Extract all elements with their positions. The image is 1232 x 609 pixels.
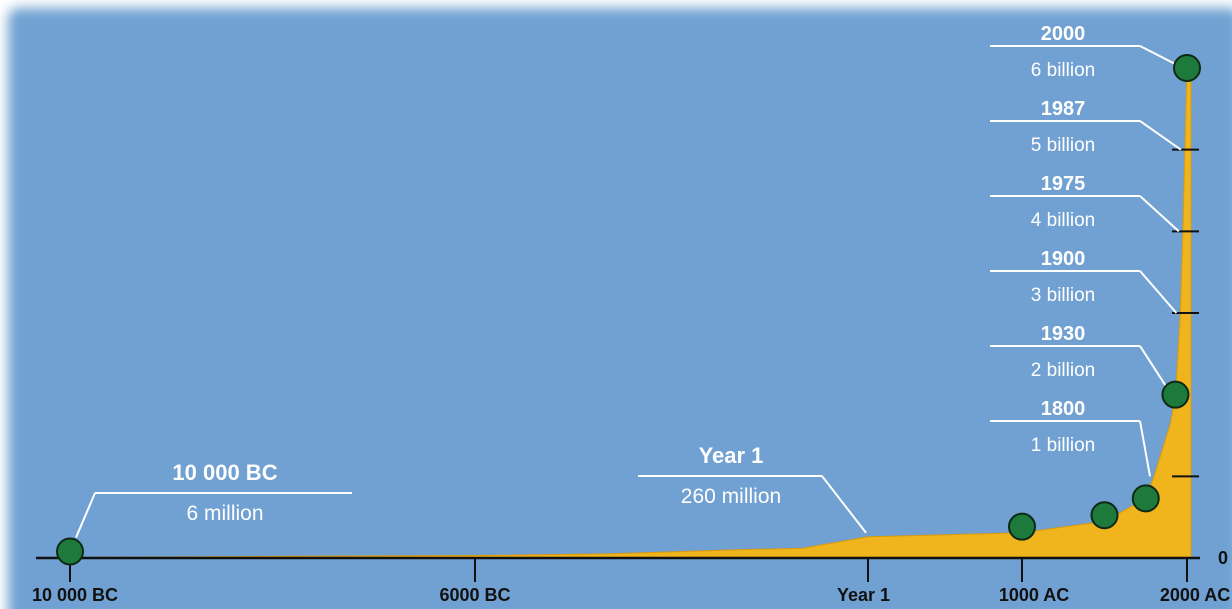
- annotation-leader: [1139, 120, 1182, 151]
- annotation-leader: [1139, 195, 1180, 233]
- data-point-marker: [1008, 512, 1036, 541]
- x-tick-label: 6000 BC: [439, 585, 510, 605]
- data-point-marker: [1090, 501, 1119, 530]
- annotation-leader: [821, 475, 867, 534]
- x-tick-label: Year 1: [837, 585, 890, 605]
- x-tick-label: 2000 AC: [1160, 585, 1230, 605]
- x-tick-label: 1000 AC: [999, 585, 1069, 605]
- chart-background: [8, 8, 1232, 609]
- annotation-title: 1987: [1041, 98, 1086, 120]
- annotation-title: 1800: [1041, 398, 1086, 420]
- data-point-marker: [1173, 54, 1201, 82]
- annotation: Year 1 260 million: [638, 443, 867, 534]
- annotation-leader: [1139, 420, 1151, 477]
- annotation-title: 1900: [1041, 248, 1086, 270]
- annotation-value: 6 billion: [1031, 60, 1095, 81]
- annotation: 1987 5 billion: [990, 98, 1182, 156]
- annotation-value: 6 million: [186, 502, 263, 525]
- x-tick-label: 10 000 BC: [32, 585, 118, 605]
- annotation: 1800 1 billion: [990, 398, 1151, 477]
- annotation-title: 1930: [1041, 323, 1086, 345]
- data-point-marker: [1131, 484, 1160, 513]
- data-point-marker: [56, 537, 84, 566]
- annotation-value: 5 billion: [1031, 135, 1095, 156]
- annotation: 1900 3 billion: [990, 248, 1178, 314]
- annotation-value: 4 billion: [1031, 210, 1095, 231]
- annotation: 10 000 BC 6 million: [75, 460, 352, 538]
- annotation-value: 2 billion: [1031, 360, 1095, 381]
- annotation-title: 2000: [1041, 23, 1086, 45]
- annotation-title: 1975: [1041, 173, 1086, 195]
- annotation-value: 260 million: [681, 485, 781, 508]
- annotation: 1930 2 billion: [990, 323, 1173, 396]
- annotation: 1975 4 billion: [990, 173, 1180, 233]
- y-zero-label: 0: [1218, 548, 1228, 568]
- annotation-title: Year 1: [699, 443, 764, 468]
- annotation-value: 3 billion: [1031, 285, 1095, 306]
- annotation-leader: [75, 492, 96, 538]
- annotation-leader: [1139, 270, 1178, 314]
- annotation-value: 1 billion: [1031, 435, 1095, 456]
- annotation: 2000 6 billion: [990, 23, 1184, 81]
- annotation-title: 10 000 BC: [172, 460, 277, 485]
- data-point-marker: [1161, 380, 1190, 409]
